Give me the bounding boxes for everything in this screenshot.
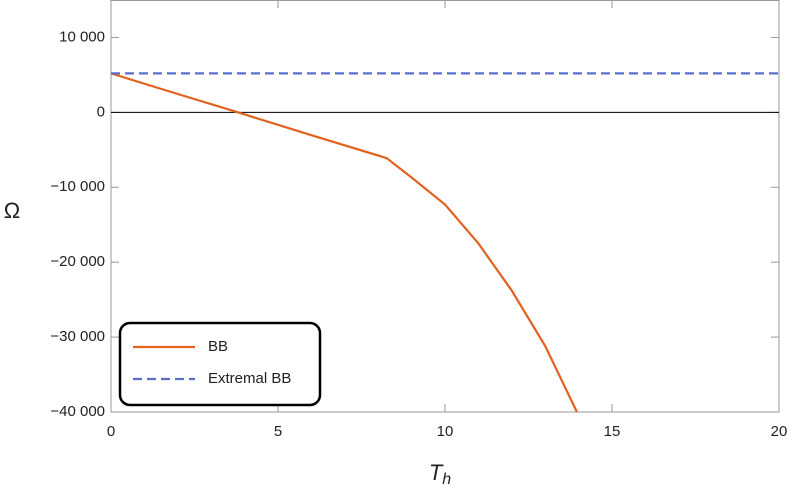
y-tick-label: −10 000 (50, 178, 105, 195)
y-tick-label: 10 000 (59, 28, 105, 45)
plot-area (111, 72, 779, 412)
y-tick-label: 0 (97, 103, 105, 120)
x-tick-label: 5 (274, 423, 282, 440)
legend-box (118, 321, 322, 407)
x-axis-label: Th (429, 460, 451, 488)
y-tick-label: −20 000 (50, 253, 105, 270)
x-axis-label-sub: h (442, 471, 451, 488)
x-tick-label: 20 (771, 423, 788, 440)
legend-label: Extremal BB (208, 370, 291, 387)
series-line (111, 72, 578, 412)
legend-label: BB (208, 338, 228, 355)
x-tick-label: 0 (107, 423, 115, 440)
y-axis-label: Ω (4, 198, 20, 223)
x-axis-label-main: T (429, 460, 444, 485)
x-tick-label: 15 (604, 423, 621, 440)
y-tick-label: −30 000 (50, 328, 105, 345)
y-tick-label: −40 000 (50, 403, 105, 420)
x-tick-label: 10 (437, 423, 454, 440)
